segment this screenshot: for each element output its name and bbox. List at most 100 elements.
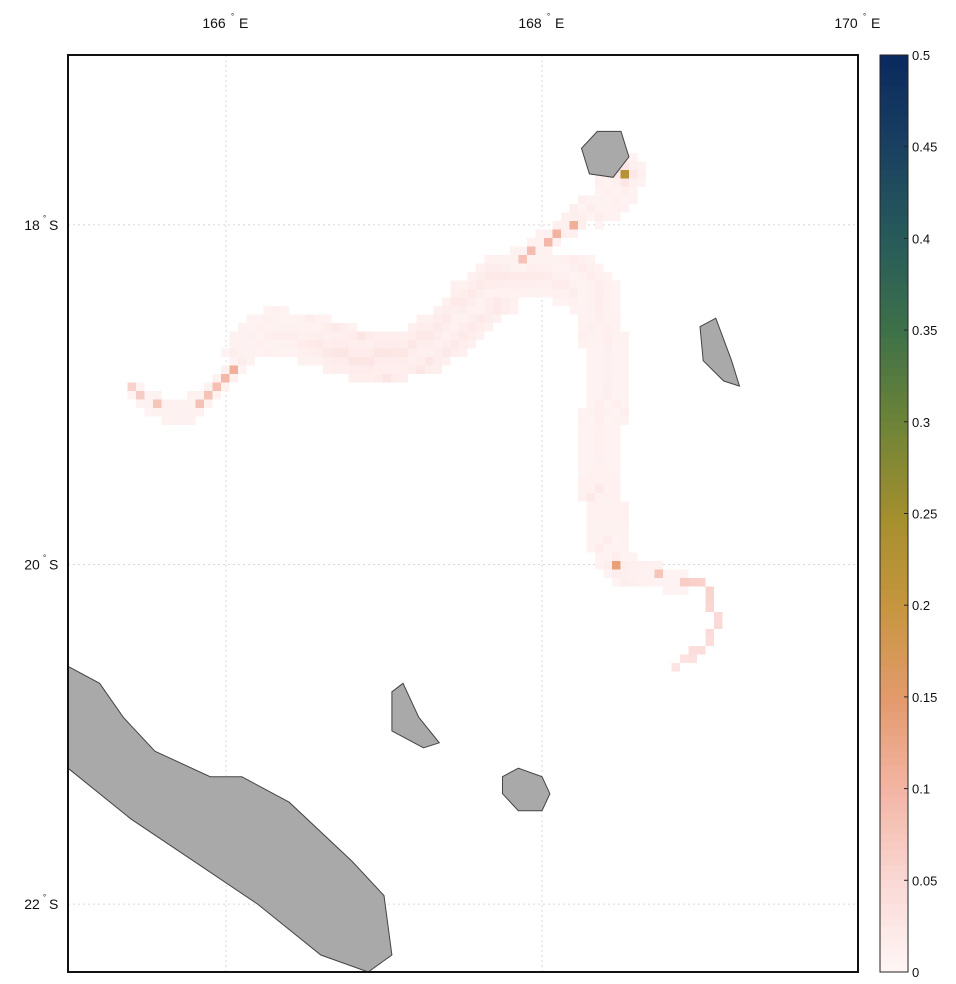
density-cell <box>425 323 434 332</box>
colorbar-segment <box>880 788 908 797</box>
lon-hemisphere: E <box>871 15 880 31</box>
density-cell <box>603 357 612 366</box>
density-cell <box>297 357 306 366</box>
density-cell <box>357 374 366 383</box>
density-cell <box>603 204 612 213</box>
lat-tick-label: 20 <box>24 556 40 572</box>
colorbar-segment <box>880 253 908 262</box>
density-cell <box>467 289 476 298</box>
density-cell <box>501 255 510 264</box>
density-cell <box>450 280 459 289</box>
density-cell <box>365 357 374 366</box>
density-cell <box>629 195 638 204</box>
density-cell <box>331 323 340 332</box>
density-cell <box>280 348 289 357</box>
density-cell <box>297 323 306 332</box>
density-cell <box>595 204 604 213</box>
density-cell <box>620 527 629 536</box>
colorbar-segment <box>880 307 908 316</box>
density-cell <box>544 238 553 247</box>
colorbar-tick-label: 0.45 <box>912 140 937 155</box>
density-cell <box>229 374 238 383</box>
density-cell <box>204 382 213 391</box>
density-cell <box>595 187 604 196</box>
density-cell <box>212 374 221 383</box>
density-cell <box>586 340 595 349</box>
density-cell <box>671 569 680 578</box>
density-cell <box>595 476 604 485</box>
density-cell <box>612 331 621 340</box>
density-cell <box>552 229 561 238</box>
density-cell <box>399 340 408 349</box>
colorbar-segment <box>880 803 908 813</box>
density-cell <box>153 399 162 408</box>
density-cell <box>408 340 417 349</box>
colorbar-segment <box>880 207 908 217</box>
colorbar-segment <box>880 765 908 774</box>
density-cell <box>425 331 434 340</box>
density-cell <box>382 331 391 340</box>
density-cell <box>348 365 357 374</box>
density-cell <box>382 348 391 357</box>
colorbar-segment <box>880 62 908 71</box>
density-cell <box>620 399 629 408</box>
density-cell <box>595 280 604 289</box>
density-cell <box>612 289 621 298</box>
density-cell <box>442 348 451 357</box>
colorbar-segment <box>880 689 908 698</box>
density-cell <box>612 484 621 493</box>
density-cell <box>518 246 527 255</box>
density-cell <box>493 263 502 272</box>
density-cell <box>348 374 357 383</box>
colorbar-segment <box>880 589 908 599</box>
density-cell <box>578 467 587 476</box>
colorbar-segment <box>880 758 908 767</box>
density-cell <box>204 391 213 400</box>
density-cell <box>450 348 459 357</box>
density-cell <box>595 552 604 561</box>
density-cell <box>620 170 629 179</box>
density-cell <box>272 314 281 323</box>
colorbar-segment <box>880 505 908 515</box>
density-cell <box>603 289 612 298</box>
colorbar-segment <box>880 200 908 209</box>
colorbar-tick-label: 0.4 <box>912 231 930 246</box>
colorbar-segment <box>880 154 908 163</box>
density-cell <box>688 578 697 587</box>
colorbar-segment <box>880 536 908 545</box>
colorbar-segment <box>880 131 908 140</box>
density-cell <box>433 331 442 340</box>
density-cell <box>629 161 638 170</box>
density-cell <box>578 331 587 340</box>
density-cell <box>501 280 510 289</box>
density-cell <box>314 357 323 366</box>
density-cell <box>620 561 629 570</box>
density-cell <box>612 187 621 196</box>
colorbar-segment <box>880 544 908 553</box>
density-cell <box>603 416 612 425</box>
colorbar-segment <box>880 406 908 415</box>
density-cell <box>586 510 595 519</box>
density-cell <box>289 348 298 357</box>
density-cell <box>586 408 595 417</box>
colorbar-tick-label: 0.25 <box>912 507 937 522</box>
colorbar-segment <box>880 139 908 148</box>
lat-tick-label: 22 <box>24 896 40 912</box>
density-cell <box>578 476 587 485</box>
density-cell <box>178 399 187 408</box>
density-cell <box>612 527 621 536</box>
density-cell <box>595 425 604 434</box>
density-cell <box>595 535 604 544</box>
density-cell <box>552 238 561 247</box>
density-cell <box>442 340 451 349</box>
colorbar-segment <box>880 819 908 828</box>
density-cell <box>246 323 255 332</box>
density-cell <box>603 552 612 561</box>
density-cell <box>314 340 323 349</box>
density-cell <box>306 314 315 323</box>
density-cell <box>697 578 706 587</box>
colorbar-segment <box>880 719 908 729</box>
colorbar-segment <box>880 322 908 331</box>
colorbar-segment <box>880 299 908 308</box>
density-cell <box>510 306 519 315</box>
